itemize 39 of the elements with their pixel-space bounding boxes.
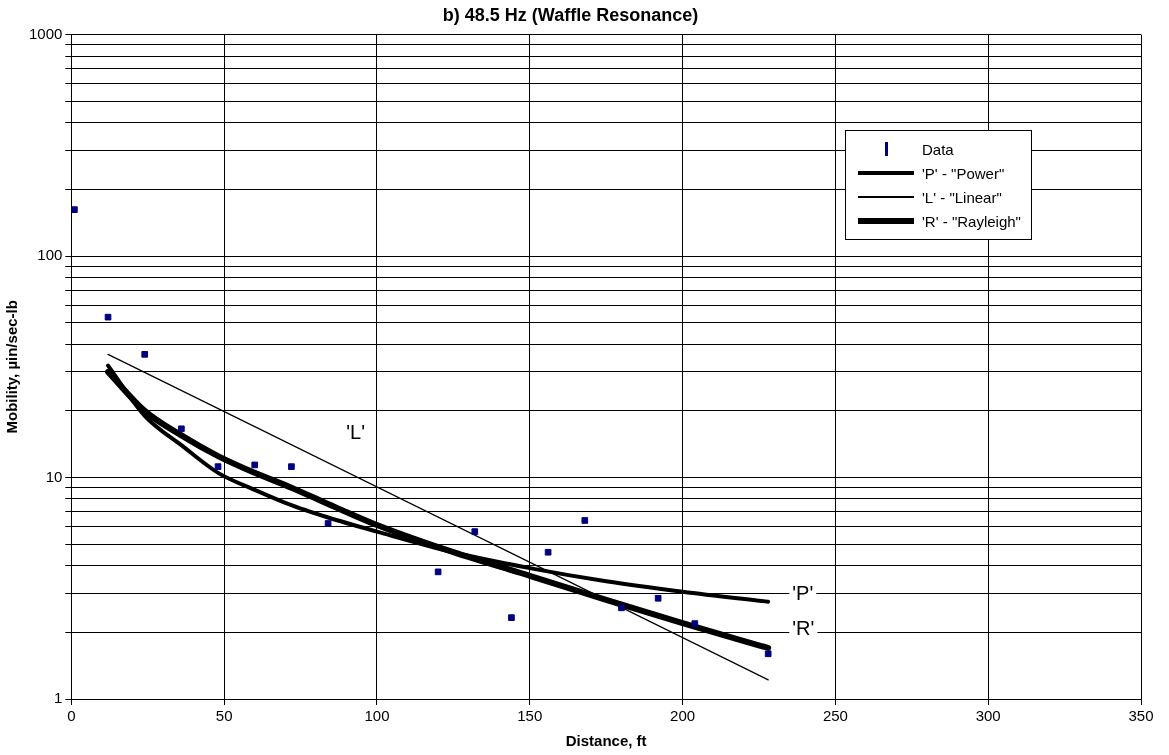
point [251,461,259,469]
point [178,425,185,433]
legend-label: 'L' - "Linear" [922,188,1002,206]
x-tick-label: 350 [1128,707,1154,725]
point [104,313,112,321]
y-tick-label: 10 [45,467,63,485]
y-tick-label: 100 [37,246,63,264]
y-tick-label: 1 [54,689,63,707]
annotation: 'L' [346,420,366,443]
point [324,520,332,527]
point [764,650,772,658]
point [581,517,589,524]
point [618,604,625,612]
x-axis-title: Distance, ft [565,732,647,750]
x-tick-label: 100 [364,707,390,725]
point [288,463,295,470]
point [214,463,222,470]
legend-label: 'R' - "Rayleigh" [922,212,1021,230]
legend-label: 'P' - "Power" [922,164,1005,182]
point [544,548,552,556]
chart-title: b) 48.5 Hz (Waffle Resonance) [442,4,699,25]
point [654,594,662,602]
legend-label: Data [922,140,954,158]
x-tick-label: 150 [517,707,543,725]
point [434,568,442,576]
point [71,206,78,213]
x-tick-label: 200 [670,707,696,725]
point [141,351,149,358]
annotation: 'P' [792,581,814,604]
point [691,620,699,627]
x-tick-label: 50 [215,707,233,725]
y-axis-title: Mobility, µin/sec-lb [3,300,21,434]
x-tick-label: 300 [975,707,1001,725]
x-tick-label: 0 [67,707,76,725]
annotation: 'R' [792,617,815,640]
point [471,528,479,535]
point [508,614,515,621]
y-tick-label: 1000 [28,24,63,42]
x-tick-label: 250 [822,707,848,725]
